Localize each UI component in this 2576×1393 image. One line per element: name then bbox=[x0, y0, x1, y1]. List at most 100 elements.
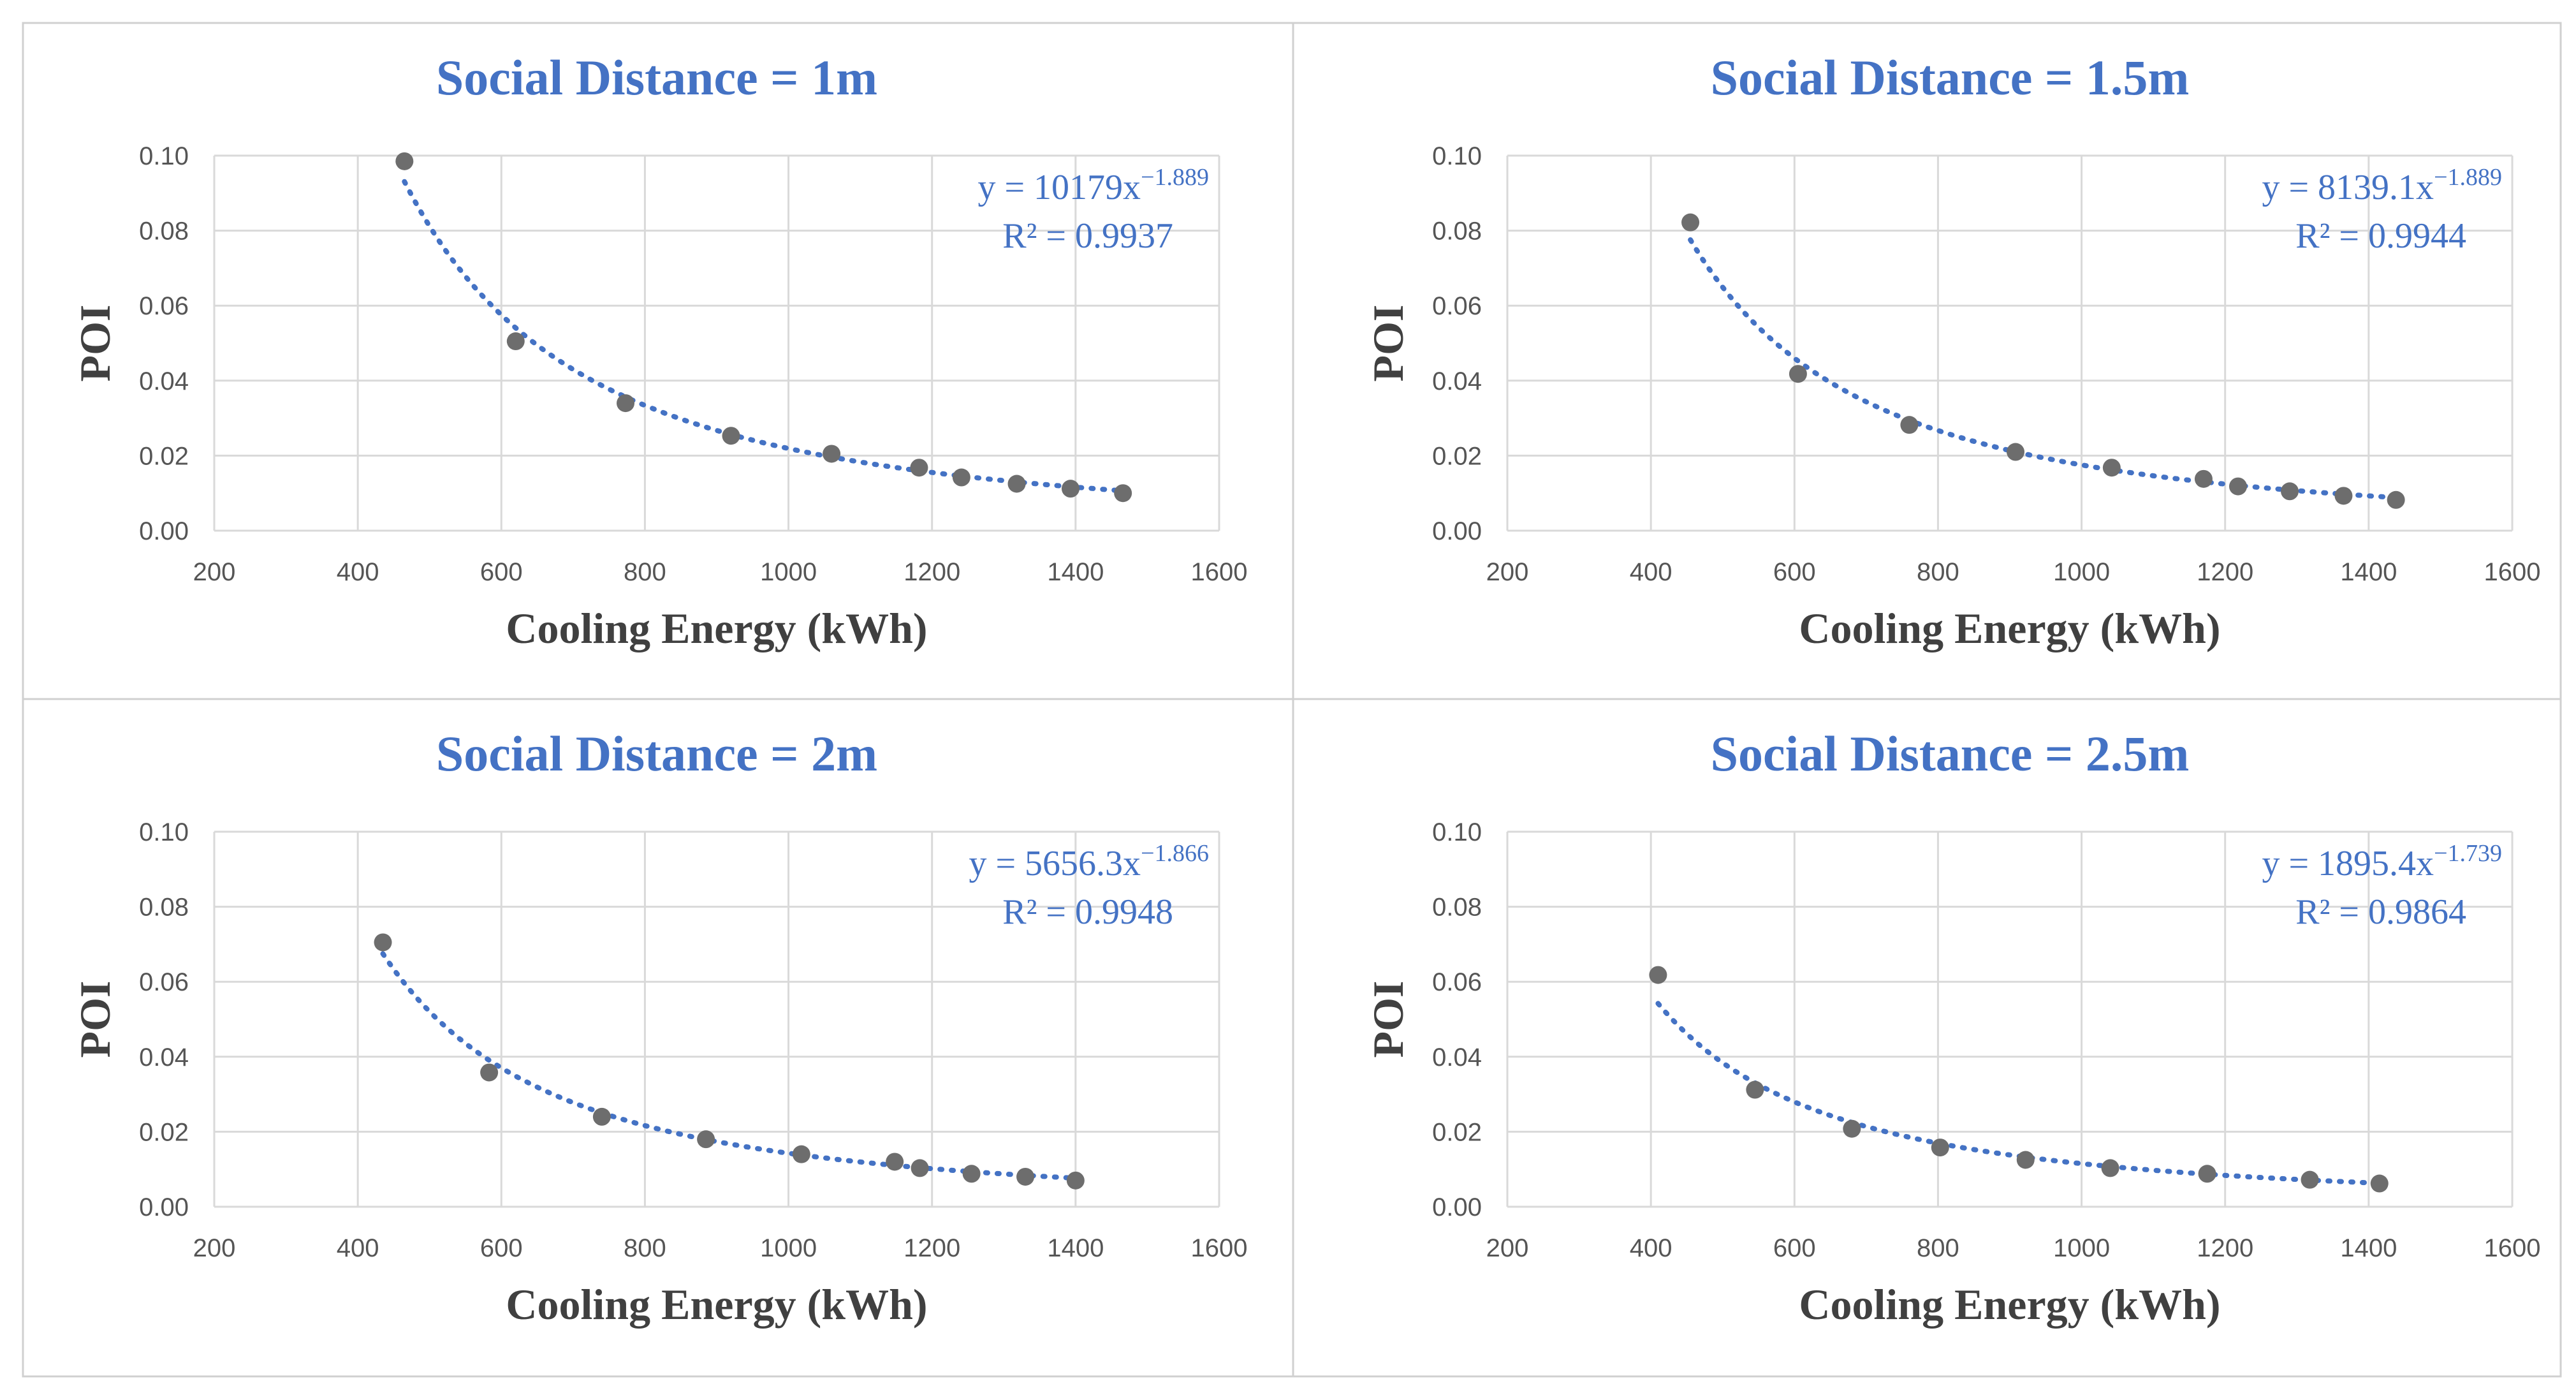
x-tick-label: 200 bbox=[1486, 558, 1529, 586]
x-tick-label: 400 bbox=[337, 558, 379, 586]
chart-panel-4: Social Distance = 2.5m 200 400 600 800 1000 12… bbox=[1364, 726, 2540, 1329]
y-tick-label: 0.08 bbox=[1432, 894, 1482, 922]
x-tick-label: 1400 bbox=[1047, 558, 1104, 586]
x-tick-label: 800 bbox=[624, 1234, 666, 1262]
x-tick-label: 800 bbox=[1917, 1234, 1959, 1262]
data-point bbox=[952, 468, 970, 487]
y-tick-label: 0.06 bbox=[1432, 292, 1482, 320]
x-tick-label: 1000 bbox=[760, 558, 817, 586]
data-point bbox=[1681, 213, 1700, 232]
data-point bbox=[1900, 416, 1919, 434]
y-axis-label: POI bbox=[1364, 981, 1412, 1058]
x-tick-label: 1200 bbox=[904, 558, 960, 586]
data-point bbox=[1746, 1080, 1764, 1099]
data-point bbox=[395, 152, 414, 170]
x-tick-label: 1000 bbox=[760, 1234, 817, 1262]
data-point bbox=[911, 1159, 929, 1177]
equation-base: y = 1895.4x bbox=[2262, 844, 2434, 883]
data-point bbox=[2016, 1151, 2035, 1169]
y-tick-label: 0.00 bbox=[139, 517, 189, 545]
y-tick-label: 0.00 bbox=[1432, 1193, 1482, 1221]
y-tick-label: 0.04 bbox=[1432, 1043, 1482, 1072]
data-point bbox=[1789, 365, 1807, 383]
data-point bbox=[506, 332, 525, 351]
y-tick-label: 0.10 bbox=[139, 818, 189, 846]
x-tick-label: 400 bbox=[1630, 558, 1672, 586]
equation-exponent: −1.889 bbox=[2434, 164, 2502, 191]
data-point bbox=[1843, 1119, 1861, 1138]
x-axis-label: Cooling Energy (kWh) bbox=[506, 1280, 927, 1329]
data-point bbox=[2194, 469, 2213, 488]
y-tick-label: 0.04 bbox=[139, 1043, 189, 1072]
x-tick-label: 800 bbox=[624, 558, 666, 586]
data-point bbox=[1061, 480, 1079, 498]
r-squared-label: R² = 0.9864 bbox=[2295, 892, 2466, 932]
data-point bbox=[2387, 490, 2405, 509]
y-tick-label: 0.10 bbox=[1432, 818, 1482, 846]
y-tick-label: 0.04 bbox=[1432, 367, 1482, 395]
equation-base: y = 10179x bbox=[977, 168, 1141, 207]
x-tick-label: 200 bbox=[193, 558, 236, 586]
x-tick-label: 600 bbox=[480, 1234, 523, 1262]
data-point bbox=[592, 1107, 611, 1126]
y-tick-label: 0.06 bbox=[139, 968, 189, 996]
x-tick-label: 200 bbox=[1486, 1234, 1529, 1262]
x-tick-label: 1600 bbox=[1191, 1234, 1248, 1262]
trendline-equation: y = 5656.3x−1.866 bbox=[969, 840, 1209, 883]
data-point bbox=[1016, 1167, 1035, 1186]
y-tick-label: 0.08 bbox=[139, 894, 189, 922]
r-squared-label: R² = 0.9944 bbox=[2295, 216, 2466, 256]
y-tick-label: 0.10 bbox=[1432, 142, 1482, 170]
x-axis-label: Cooling Energy (kWh) bbox=[506, 604, 927, 652]
y-axis-label: POI bbox=[71, 305, 119, 382]
y-tick-label: 0.08 bbox=[1432, 217, 1482, 246]
x-tick-label: 1600 bbox=[1191, 558, 1248, 586]
x-tick-label: 1600 bbox=[2484, 1234, 2541, 1262]
equation-base: y = 5656.3x bbox=[969, 844, 1141, 883]
data-point bbox=[617, 394, 635, 413]
trendline bbox=[380, 951, 1078, 1181]
y-tick-label: 0.02 bbox=[139, 1118, 189, 1146]
y-tick-label: 0.06 bbox=[139, 292, 189, 320]
data-point bbox=[697, 1130, 715, 1149]
trendline bbox=[402, 179, 1126, 494]
data-point bbox=[374, 933, 392, 952]
data-point bbox=[2370, 1174, 2389, 1193]
x-tick-label: 1600 bbox=[2484, 558, 2541, 586]
chart-title: Social Distance = 1.5m bbox=[1711, 50, 2190, 105]
data-point bbox=[1007, 475, 1026, 493]
data-point bbox=[2301, 1170, 2319, 1189]
y-tick-label: 0.02 bbox=[1432, 1118, 1482, 1146]
x-tick-label: 1200 bbox=[904, 1234, 960, 1262]
y-tick-label: 0.06 bbox=[1432, 968, 1482, 996]
y-tick-label: 0.02 bbox=[1432, 442, 1482, 470]
equation-exponent: −1.889 bbox=[1141, 164, 1209, 191]
chart-panel-1: Social Distance = 1m 200 400 600 800 1000 1200… bbox=[71, 50, 1247, 652]
x-tick-label: 1000 bbox=[2053, 1234, 2110, 1262]
x-tick-label: 1000 bbox=[2053, 558, 2110, 586]
data-point bbox=[1649, 966, 1667, 984]
data-point bbox=[823, 445, 841, 463]
r-squared-label: R² = 0.9937 bbox=[1002, 216, 1173, 256]
data-point bbox=[2101, 1159, 2119, 1177]
y-axis-label: POI bbox=[71, 981, 119, 1058]
trendline-equation: y = 8139.1x−1.889 bbox=[2262, 164, 2502, 207]
data-point bbox=[910, 459, 928, 477]
data-point bbox=[2007, 443, 2025, 461]
y-tick-label: 0.04 bbox=[139, 367, 189, 395]
y-tick-label: 0.00 bbox=[139, 1193, 189, 1221]
x-tick-label: 800 bbox=[1917, 558, 1959, 586]
data-point bbox=[722, 427, 740, 445]
trendline-equation: y = 1895.4x−1.739 bbox=[2262, 840, 2502, 883]
data-point bbox=[962, 1165, 981, 1183]
data-point bbox=[1114, 484, 1132, 503]
data-point bbox=[2334, 487, 2353, 505]
r-squared-label: R² = 0.9948 bbox=[1002, 892, 1173, 932]
y-tick-label: 0.00 bbox=[1432, 517, 1482, 545]
data-point bbox=[1931, 1139, 1949, 1157]
chart-title: Social Distance = 1m bbox=[436, 50, 877, 105]
y-tick-label: 0.02 bbox=[139, 442, 189, 470]
data-point bbox=[2102, 459, 2121, 477]
x-tick-label: 600 bbox=[480, 558, 523, 586]
equation-exponent: −1.739 bbox=[2434, 840, 2502, 867]
